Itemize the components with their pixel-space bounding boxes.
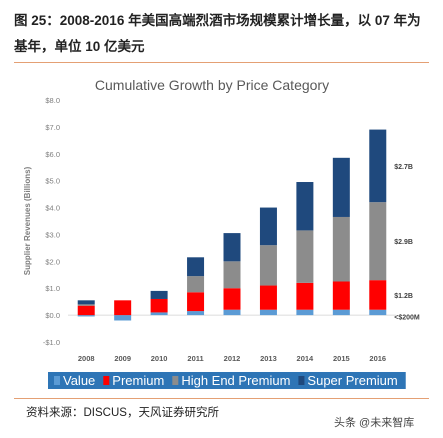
bar-value-2016 <box>369 309 387 316</box>
bar-premium-2009 <box>114 300 132 316</box>
bar-super-premium-2011 <box>187 257 205 277</box>
stacked-bar-chart: Cumulative Growth by Price Category Supp… <box>23 77 420 389</box>
y-axis-label: Supplier Revenues (Billions) <box>23 166 32 275</box>
bar-premium-2014 <box>296 282 314 310</box>
bar-premium-2015 <box>332 281 350 310</box>
x-tick-label: 2008 <box>78 354 95 363</box>
bar-premium-2008 <box>77 305 95 316</box>
caption-line-2: 基年，单位 10 亿美元 <box>14 39 145 54</box>
bar-value-2015 <box>332 309 350 316</box>
x-tick-label: 2011 <box>187 354 203 363</box>
legend-label: Super Premium <box>307 373 397 388</box>
x-tick-label: 2015 <box>333 354 350 363</box>
bar-high-end-premium-2012 <box>223 261 241 289</box>
y-tick-label: $2.0 <box>45 257 60 266</box>
y-tick-label: $7.0 <box>45 123 60 132</box>
bottom-divider <box>14 398 429 399</box>
bar-super-premium-2010 <box>150 290 168 299</box>
y-tick-label: $3.0 <box>45 230 60 239</box>
bar-super-premium-2012 <box>223 233 241 262</box>
bar-super-premium-2008 <box>77 300 95 305</box>
watermark: 头条 @未来智库 <box>334 417 415 429</box>
bar-high-end-premium-2016 <box>369 202 387 281</box>
bar-super-premium-2013 <box>259 207 277 246</box>
bar-high-end-premium-2011 <box>187 276 205 293</box>
bar-premium-2013 <box>259 285 277 310</box>
chart-title: Cumulative Growth by Price Category <box>95 77 329 93</box>
top-divider <box>14 62 429 63</box>
bar-high-end-premium-2015 <box>332 216 350 282</box>
bar-value-2010 <box>150 312 168 316</box>
bar-value-2012 <box>223 309 241 316</box>
x-tick-label: 2009 <box>114 354 131 363</box>
caption-line-1: 图 25：2008-2016 年美国高端烈酒市场规模累计增长量，以 07 年为 <box>14 13 421 28</box>
legend-swatch <box>54 376 60 385</box>
bar-high-end-premium-2014 <box>296 230 314 283</box>
legend-swatch <box>103 376 110 385</box>
x-tick-label: 2010 <box>151 354 168 363</box>
data-annotation: <$200M <box>394 314 420 321</box>
bar-value-2014 <box>296 309 314 316</box>
source-note: 资料来源：DISCUS，天风证券研究所 <box>26 407 219 419</box>
x-tick-label: 2014 <box>297 354 315 363</box>
y-tick-label: -$1.0 <box>43 338 60 347</box>
bar-high-end-premium-2013 <box>259 245 277 286</box>
bar-premium-2012 <box>223 288 241 310</box>
y-tick-label: $6.0 <box>45 150 60 159</box>
figure-caption: 图 25：2008-2016 年美国高端烈酒市场规模累计增长量，以 07 年为 … <box>14 8 434 60</box>
y-tick-label: $8.0 <box>45 96 60 105</box>
bar-super-premium-2016 <box>369 129 387 203</box>
y-tick-label: $5.0 <box>45 177 60 186</box>
bar-high-end-premium-2008 <box>77 304 95 306</box>
bar-value-2008 <box>77 315 95 317</box>
x-tick-label: 2012 <box>224 354 241 363</box>
bar-premium-2016 <box>369 280 387 310</box>
data-annotation: $2.7B <box>394 164 413 171</box>
y-tick-label: $4.0 <box>45 204 60 213</box>
bar-premium-2011 <box>187 292 205 312</box>
legend-label: Premium <box>112 373 164 388</box>
chart-panel: Cumulative Growth by Price Category Supp… <box>0 63 443 398</box>
x-tick-label: 2016 <box>369 354 386 363</box>
bar-super-premium-2015 <box>332 157 350 217</box>
y-tick-label: $0.0 <box>45 311 60 320</box>
legend-label: High End Premium <box>181 373 290 388</box>
data-annotation: $1.2B <box>394 293 413 300</box>
x-tick-label: 2013 <box>260 354 277 363</box>
bar-value-2009 <box>114 315 132 321</box>
bar-value-2011 <box>187 311 205 316</box>
bar-value-2013 <box>259 309 277 316</box>
bar-super-premium-2014 <box>296 182 314 231</box>
y-tick-label: $1.0 <box>45 284 60 293</box>
data-annotation: $2.9B <box>394 239 413 246</box>
bar-premium-2010 <box>150 298 168 313</box>
legend-band <box>48 372 406 389</box>
legend-swatch <box>298 376 305 385</box>
legend-swatch <box>172 376 179 385</box>
legend-label: Value <box>63 373 95 388</box>
